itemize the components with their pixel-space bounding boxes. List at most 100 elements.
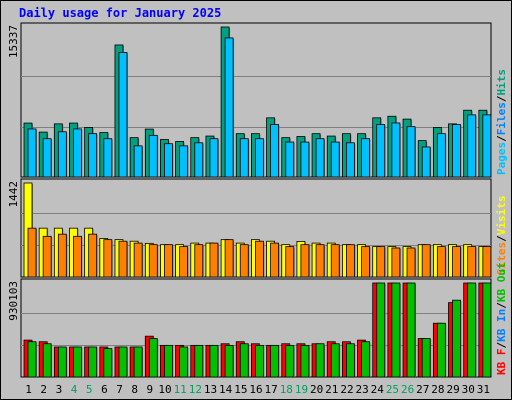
x-tick-label-8: 8 bbox=[131, 383, 138, 396]
bar-kb-out-11 bbox=[179, 346, 189, 378]
bar-kb-out-14 bbox=[224, 344, 234, 378]
x-tick-label-2: 2 bbox=[40, 383, 47, 396]
legend-entry-pages-files-hits-2: Files bbox=[495, 102, 508, 135]
legend-entry-visits-sites-2: Visits bbox=[495, 196, 508, 236]
bar-files-15 bbox=[239, 138, 249, 178]
x-tick-label-4: 4 bbox=[71, 383, 78, 396]
x-tick-label-7: 7 bbox=[116, 383, 123, 396]
x-tick-label-30: 30 bbox=[462, 383, 475, 396]
bar-files-1 bbox=[27, 128, 37, 178]
bar-kb-out-21 bbox=[330, 343, 340, 378]
bar-files-8 bbox=[133, 145, 143, 178]
x-tick-label-28: 28 bbox=[431, 383, 444, 396]
bar-kb-out-29 bbox=[452, 299, 461, 378]
bar-files-13 bbox=[209, 138, 219, 178]
bar-kb-out-25 bbox=[391, 282, 401, 378]
bar-sites-22 bbox=[345, 244, 355, 278]
x-tick-label-15: 15 bbox=[234, 383, 247, 396]
bar-sites-10 bbox=[164, 244, 173, 278]
bar-kb-out-10 bbox=[164, 344, 173, 378]
bar-kb-out-7 bbox=[118, 346, 128, 378]
bar-files-24 bbox=[376, 124, 386, 178]
legend-entry-visits-sites-1: / bbox=[495, 235, 508, 242]
bar-files-21 bbox=[330, 141, 340, 178]
ymax-label-visits-sites: 1442 bbox=[7, 181, 20, 208]
bar-kb-out-3 bbox=[57, 346, 67, 378]
bar-files-17 bbox=[270, 124, 279, 178]
bar-sites-30 bbox=[467, 246, 477, 278]
x-tick-label-23: 23 bbox=[356, 383, 369, 396]
x-tick-label-16: 16 bbox=[249, 383, 262, 396]
x-tick-label-24: 24 bbox=[371, 383, 385, 396]
x-tick-label-26: 26 bbox=[401, 383, 414, 396]
bar-sites-28 bbox=[436, 246, 446, 278]
bar-sites-18 bbox=[285, 246, 295, 278]
x-tick-label-17: 17 bbox=[265, 383, 278, 396]
bar-kb-out-30 bbox=[467, 282, 477, 378]
bar-files-27 bbox=[421, 146, 431, 178]
bar-sites-15 bbox=[239, 244, 249, 278]
legend-entry-kbf-kbin-kbout-1: / bbox=[495, 342, 508, 349]
x-tick-label-12: 12 bbox=[189, 383, 202, 396]
bar-kb-out-18 bbox=[285, 344, 295, 378]
bar-files-11 bbox=[179, 145, 189, 178]
bar-sites-26 bbox=[406, 247, 416, 278]
bar-files-29 bbox=[452, 124, 461, 178]
bar-kb-out-17 bbox=[270, 344, 279, 378]
bar-sites-7 bbox=[118, 240, 128, 278]
bar-sites-29 bbox=[452, 246, 461, 278]
bar-files-4 bbox=[73, 128, 82, 178]
x-tick-label-13: 13 bbox=[204, 383, 217, 396]
x-tick-label-31: 31 bbox=[477, 383, 490, 396]
legend-entry-pages-files-hits-1: / bbox=[495, 135, 508, 142]
legend-entry-pages-files-hits-0: Pages bbox=[495, 142, 508, 175]
bar-sites-12 bbox=[194, 244, 204, 278]
x-tick-label-9: 9 bbox=[147, 383, 154, 396]
ymax-label-pages-files-hits: 15337 bbox=[7, 25, 20, 58]
bar-kb-out-13 bbox=[209, 344, 219, 378]
bar-sites-3 bbox=[57, 233, 67, 278]
x-tick-label-19: 19 bbox=[295, 383, 308, 396]
legend-entry-kbf-kbin-kbout-4: KB Out bbox=[495, 262, 508, 302]
x-tick-label-20: 20 bbox=[310, 383, 323, 396]
bar-files-19 bbox=[300, 141, 310, 178]
legend-entry-visits-sites-0: Sites bbox=[495, 242, 508, 275]
bar-kb-out-16 bbox=[255, 344, 264, 378]
legend-entry-kbf-kbin-kbout-2: KB In bbox=[495, 309, 508, 342]
bar-files-12 bbox=[194, 142, 204, 178]
bar-files-7 bbox=[118, 52, 128, 178]
bar-files-20 bbox=[315, 138, 325, 178]
bar-sites-23 bbox=[361, 246, 370, 278]
bar-sites-19 bbox=[300, 244, 310, 278]
bar-kb-out-6 bbox=[103, 348, 113, 378]
bar-kb-out-31 bbox=[482, 282, 492, 378]
bar-sites-16 bbox=[255, 240, 264, 278]
bar-sites-24 bbox=[376, 246, 386, 278]
x-tick-label-27: 27 bbox=[416, 383, 429, 396]
bar-sites-14 bbox=[224, 239, 234, 278]
legend-visits-sites: Sites/Visits bbox=[495, 196, 508, 276]
bar-kb-out-19 bbox=[300, 344, 310, 378]
bar-files-31 bbox=[482, 114, 492, 178]
bar-kb-out-27 bbox=[421, 338, 431, 378]
bar-kb-out-12 bbox=[194, 344, 204, 378]
bar-files-14 bbox=[224, 37, 234, 178]
bar-sites-8 bbox=[133, 242, 143, 278]
bar-files-22 bbox=[345, 142, 355, 178]
bar-kb-out-22 bbox=[345, 343, 355, 378]
bar-files-10 bbox=[164, 143, 173, 178]
x-tick-label-3: 3 bbox=[56, 383, 63, 396]
x-tick-label-11: 11 bbox=[174, 383, 187, 396]
bar-files-25 bbox=[391, 122, 401, 178]
bar-sites-9 bbox=[148, 244, 158, 278]
bar-files-5 bbox=[88, 133, 98, 178]
bar-sites-4 bbox=[73, 235, 82, 278]
x-tick-label-25: 25 bbox=[386, 383, 399, 396]
legend-pages-files-hits: Pages/Files/Hits bbox=[495, 69, 508, 175]
bar-sites-6 bbox=[103, 239, 113, 278]
bar-files-18 bbox=[285, 141, 295, 178]
bar-kb-out-5 bbox=[88, 346, 98, 378]
bar-kb-out-4 bbox=[73, 346, 82, 378]
bar-kb-out-24 bbox=[376, 282, 386, 378]
bar-sites-21 bbox=[330, 244, 340, 278]
